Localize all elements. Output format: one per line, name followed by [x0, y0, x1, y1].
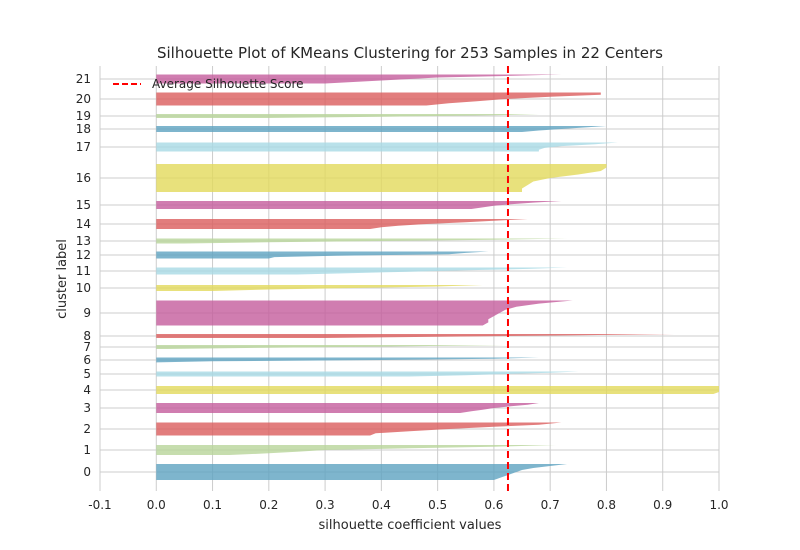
- x-tick-label: 0.8: [597, 498, 616, 512]
- cluster-2-silhouette: [156, 422, 562, 436]
- x-tick-label: 0.0: [147, 498, 166, 512]
- x-tick-labels: -0.1 0.0 0.1 0.2 0.3 0.4 0.5 0.6 0.7 0.8 0.9 1.0: [88, 498, 728, 512]
- cluster-18-silhouette: [156, 126, 607, 132]
- cluster-20-silhouette: [156, 92, 601, 106]
- x-tick-label: 0.3: [316, 498, 335, 512]
- cluster-3-silhouette: [156, 403, 539, 413]
- y-tick-label: 18: [76, 122, 91, 136]
- y-tick-label: 4: [83, 383, 91, 397]
- y-tick-label: 21: [76, 72, 91, 86]
- y-tick-label: 9: [83, 306, 91, 320]
- y-tick-label: 11: [76, 264, 91, 278]
- cluster-7-silhouette: [156, 345, 506, 349]
- plot-area: [99, 66, 720, 491]
- cluster-9-silhouette: [156, 300, 573, 326]
- x-tick-label: 0.2: [259, 498, 278, 512]
- y-tick-label: 17: [76, 140, 91, 154]
- cluster-14-silhouette: [156, 219, 528, 229]
- y-tick-label: 14: [76, 217, 91, 231]
- x-tick-label: 0.9: [653, 498, 672, 512]
- cluster-0-silhouette: [156, 464, 568, 480]
- y-tick-label: 16: [76, 171, 91, 185]
- cluster-5-silhouette: [156, 371, 579, 377]
- cluster-13-silhouette: [156, 238, 568, 244]
- x-tick-label: 1.0: [709, 498, 728, 512]
- y-tick-label: 8: [83, 329, 91, 343]
- x-tick-label: 0.1: [203, 498, 222, 512]
- x-axis-label: silhouette coefficient values: [319, 518, 502, 533]
- y-tick-label: 2: [83, 422, 91, 436]
- y-tick-label: 6: [83, 353, 91, 367]
- x-tick-label: -0.1: [88, 498, 111, 512]
- y-tick-label: 20: [76, 92, 91, 106]
- y-tick-label: 5: [83, 367, 91, 381]
- legend-label-average-silhouette-score: Average Silhouette Score: [152, 77, 304, 91]
- y-tick-label: 19: [76, 109, 91, 123]
- cluster-1-silhouette: [156, 445, 556, 455]
- y-tick-label: 3: [83, 401, 91, 415]
- cluster-4-silhouette: [156, 386, 720, 394]
- cluster-12-silhouette: [156, 251, 489, 259]
- y-tick-label: 12: [76, 248, 91, 262]
- y-tick-label: 15: [76, 198, 91, 212]
- x-tick-label: 0.5: [428, 498, 447, 512]
- cluster-15-silhouette: [156, 201, 562, 209]
- plot-background: [100, 66, 719, 491]
- chart-title: Silhouette Plot of KMeans Clustering for…: [157, 44, 663, 62]
- cluster-6-silhouette: [150, 357, 539, 363]
- legend: Average Silhouette Score: [113, 77, 304, 91]
- x-tick-label: 0.6: [484, 498, 503, 512]
- y-tick-label: 0: [83, 465, 91, 479]
- cluster-19-silhouette: [156, 114, 539, 118]
- y-tick-label: 13: [76, 234, 91, 248]
- cluster-17-silhouette: [156, 142, 618, 152]
- x-gridlines: [99, 66, 720, 491]
- cluster-16-silhouette: [156, 164, 607, 192]
- y-tick-label: 7: [83, 340, 91, 354]
- cluster-21-silhouette: [156, 74, 562, 84]
- cluster-silhouettes: [150, 74, 720, 480]
- cluster-10-silhouette: [156, 285, 483, 291]
- cluster-8-silhouette: [156, 334, 675, 338]
- x-tick-label: 0.7: [541, 498, 560, 512]
- cluster-11-silhouette: [156, 267, 568, 275]
- y-tick-label: 1: [83, 443, 91, 457]
- y-tick-label: 10: [76, 281, 91, 295]
- y-axis-label: cluster label: [55, 239, 70, 319]
- x-tick-label: 0.4: [372, 498, 391, 512]
